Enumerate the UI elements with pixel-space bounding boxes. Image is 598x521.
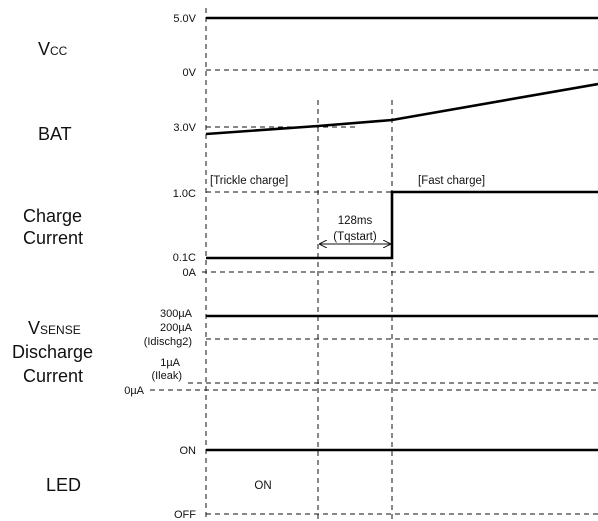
- level-sense-zero: 0µA: [124, 385, 144, 397]
- led-state-annotation: ON: [254, 480, 271, 492]
- fast-charge-annotation: [Fast charge]: [418, 175, 485, 187]
- charge-current-waveform: [206, 190, 598, 260]
- trickle-charge-annotation: [Trickle charge]: [210, 175, 288, 187]
- charge-current-label-line1: Charge: [23, 206, 82, 226]
- level-sense-300: 300µA: [160, 308, 193, 320]
- level-charge-fast: 1.0C: [173, 188, 196, 200]
- level-led-on: ON: [180, 445, 197, 457]
- vsense-label-line3: Current: [23, 366, 83, 386]
- level-vcc-low: 0V: [183, 67, 197, 79]
- level-sense-200-note: (Idischg2): [144, 336, 192, 348]
- bat-waveform: [205, 82, 598, 136]
- delay-name-annotation: (Tqstart): [333, 231, 377, 243]
- level-charge-trickle: 0.1C: [173, 252, 196, 264]
- level-led-off: OFF: [174, 509, 196, 521]
- level-charge-zero: 0A: [183, 267, 197, 279]
- level-bat-start: 3.0V: [173, 122, 196, 134]
- vsense-label-line2: Discharge: [12, 342, 93, 362]
- bat-signal-label: BAT: [38, 124, 72, 144]
- vcc-signal-label: VCC: [38, 39, 68, 59]
- led-signal-label: LED: [46, 475, 81, 495]
- level-sense-200: 200µA: [160, 322, 193, 334]
- vsense-label-line1: VSENSE: [28, 318, 81, 338]
- charge-current-label-line2: Current: [23, 228, 83, 248]
- level-sense-1: 1µA: [160, 357, 180, 369]
- delay-value-annotation: 128ms: [338, 215, 373, 227]
- level-vcc-high: 5.0V: [173, 13, 196, 25]
- level-sense-1-note: (Ileak): [151, 370, 182, 382]
